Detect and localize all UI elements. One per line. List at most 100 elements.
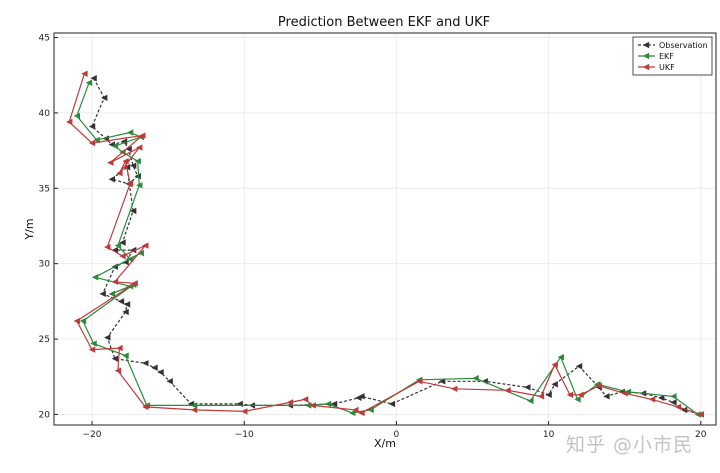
grid — [54, 33, 716, 425]
data-point-observation — [680, 406, 688, 414]
data-point-ekf — [574, 396, 581, 403]
data-point-ukf — [142, 242, 149, 249]
data-point-ekf — [108, 290, 116, 298]
legend-marker-ekf — [642, 52, 650, 60]
data-point-ukf — [104, 243, 111, 251]
data-point-ukf — [190, 406, 198, 414]
data-point-observation — [330, 400, 338, 408]
series-observation — [88, 75, 704, 418]
plot-frame — [53, 32, 717, 426]
legend-label-ekf: EKF — [659, 52, 674, 61]
series-line-ekf — [76, 82, 699, 415]
data-point-observation — [142, 359, 149, 367]
data-point-ukf — [451, 385, 458, 393]
data-point-observation — [111, 355, 119, 362]
y-tick-label: 20 — [39, 410, 51, 420]
series-line-ukf — [68, 73, 701, 415]
data-point-observation — [123, 301, 131, 308]
x-axis-title: X/m — [374, 437, 396, 450]
data-point-ekf — [557, 353, 564, 361]
legend-label-observation: Observation — [659, 41, 708, 50]
data-point-ukf — [119, 252, 126, 260]
series-ekf — [73, 79, 701, 418]
axis-ticks: −20 −10 0 10 20 20 25 30 35 40 45 — [39, 34, 707, 440]
x-tick-label: −20 — [83, 430, 102, 440]
y-tick-label: 35 — [39, 184, 50, 194]
data-point-observation — [120, 138, 128, 145]
data-point-ekf — [126, 255, 134, 263]
data-point-observation — [129, 162, 137, 169]
data-point-ukf — [81, 70, 88, 77]
data-point-ukf — [537, 393, 545, 400]
x-tick-label: 10 — [543, 430, 555, 440]
data-point-ekf — [190, 402, 198, 409]
data-point-observation — [101, 94, 108, 102]
data-point-ukf — [73, 317, 81, 325]
data-point-ukf — [139, 132, 146, 139]
data-point-ekf — [137, 249, 144, 257]
data-point-ekf — [90, 340, 97, 347]
data-point-ukf — [352, 406, 359, 414]
data-point-ekf — [114, 242, 122, 249]
data-point-ekf — [122, 352, 129, 359]
data-point-observation — [117, 298, 125, 305]
data-point-ukf — [301, 396, 309, 403]
series-ukf — [66, 70, 704, 418]
data-point-ukf — [131, 280, 138, 287]
data-point-observation — [129, 207, 137, 215]
data-point-ekf — [111, 142, 119, 150]
data-point-observation — [603, 393, 610, 400]
x-tick-label: 0 — [394, 430, 400, 440]
data-point-observation — [658, 394, 665, 402]
data-point-ekf — [324, 400, 332, 408]
data-point-ukf — [88, 346, 96, 353]
x-tick-label: −10 — [235, 430, 254, 440]
data-point-ukf — [358, 409, 365, 417]
legend-marker-observation — [642, 41, 650, 49]
data-point-ekf — [136, 182, 143, 189]
data-point-ukf — [88, 139, 96, 147]
data-point-ukf — [126, 180, 134, 187]
data-point-ekf — [134, 157, 141, 165]
data-point-observation — [125, 145, 132, 153]
data-point-ukf — [648, 396, 656, 403]
data-point-ukf — [621, 390, 628, 397]
data-point-ekf — [670, 393, 677, 400]
data-point-ekf — [367, 406, 374, 414]
data-point-observation — [90, 75, 97, 82]
data-point-ukf — [241, 408, 248, 415]
data-point-ukf — [136, 144, 143, 151]
data-point-ukf — [551, 361, 558, 368]
data-point-observation — [358, 393, 365, 400]
data-point-observation — [129, 246, 137, 254]
data-point-observation — [111, 246, 119, 254]
data-point-ukf — [286, 399, 294, 406]
data-point-ukf — [309, 402, 316, 409]
x-tick-label: 20 — [695, 430, 707, 440]
data-point-ukf — [114, 367, 122, 374]
data-point-observation — [670, 399, 677, 406]
legend: Observation EKF UKF — [632, 36, 713, 76]
data-point-observation — [99, 290, 106, 298]
data-point-ekf — [349, 409, 356, 417]
data-point-observation — [88, 123, 96, 130]
data-point-observation — [545, 391, 552, 399]
chart-title: Prediction Between EKF and UKF — [278, 15, 490, 30]
data-point-observation — [119, 239, 126, 246]
data-point-ukf — [66, 118, 73, 126]
data-point-ekf — [73, 112, 81, 120]
data-point-observation — [157, 369, 164, 376]
data-point-observation — [166, 378, 173, 385]
data-point-observation — [551, 381, 558, 388]
data-point-ekf — [126, 129, 134, 136]
y-tick-label: 30 — [39, 260, 51, 270]
data-point-ukf — [504, 387, 511, 394]
data-point-observation — [236, 400, 243, 408]
legend-marker-ukf — [642, 63, 650, 71]
y-tick-label: 25 — [39, 335, 50, 345]
y-axis-title: Y/m — [23, 218, 36, 240]
data-point-ukf — [111, 278, 119, 285]
data-point-ekf — [79, 317, 87, 325]
series-line-observation — [91, 77, 701, 415]
